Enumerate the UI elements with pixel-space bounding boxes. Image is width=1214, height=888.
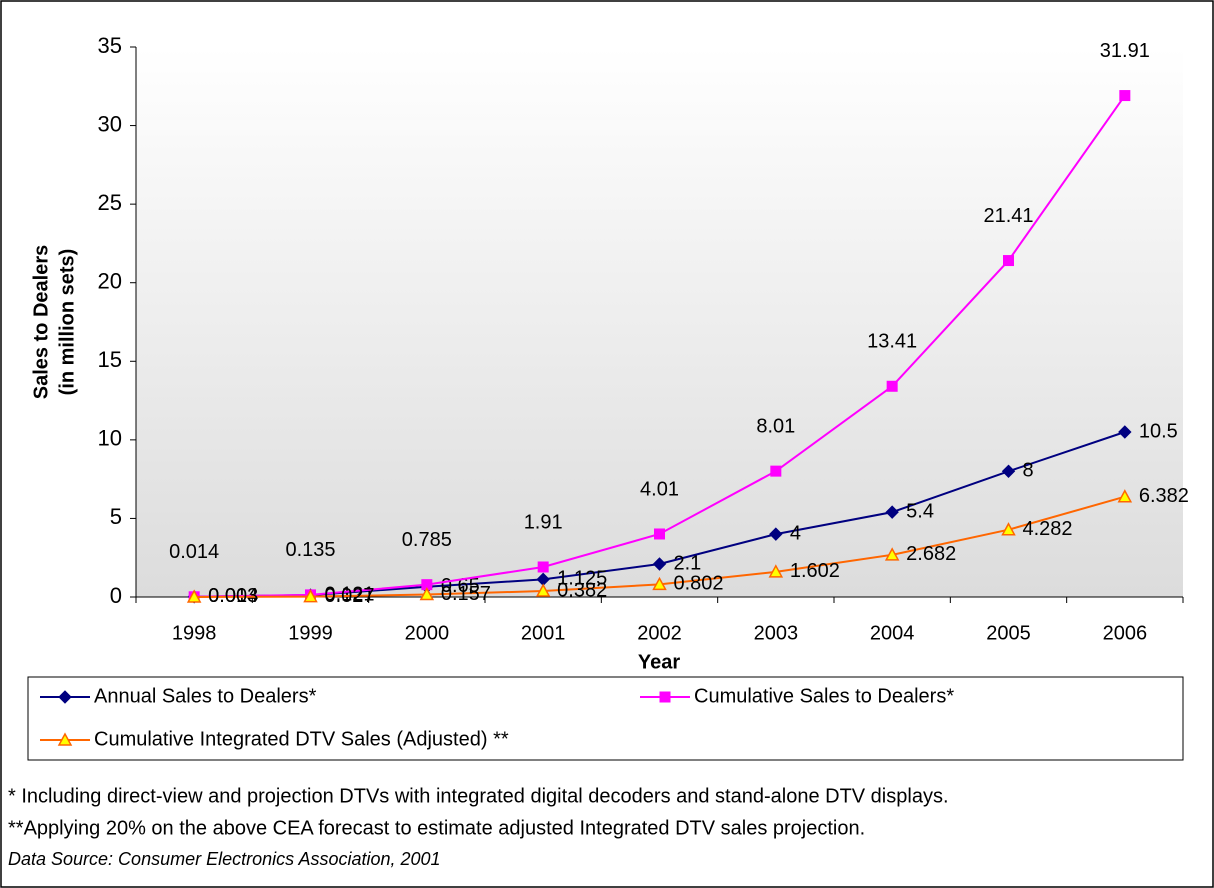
data-label: 1.602 — [790, 560, 840, 582]
series: 0.003 0.027 0.157 0.382 0.802 1.602 2.682 4.282… — [186, 485, 1189, 607]
data-label: 0.157 — [441, 583, 491, 605]
point — [1117, 489, 1133, 503]
legend-label: Cumulative Integrated DTV Sales (Adjuste… — [94, 728, 509, 750]
point — [57, 732, 73, 746]
x-tick-label: 2006 — [1103, 622, 1148, 644]
x-axis-title: Year — [638, 651, 680, 673]
series: 0.014 0.135 0.785 1.91 4.01 8.01 13.41 21.41 31.… — [169, 40, 1150, 603]
data-label: 2.1 — [674, 552, 702, 574]
y-tick-label: 10 — [98, 426, 122, 451]
x-tick-label: 2001 — [521, 622, 566, 644]
x-tick-label: 2004 — [870, 622, 915, 644]
data-label: 0.135 — [285, 539, 335, 561]
y-tick-label: 15 — [98, 347, 122, 372]
point — [885, 505, 899, 519]
data-label: 2.682 — [906, 543, 956, 565]
x-tick-label: 2002 — [637, 622, 682, 644]
data-label: 6.382 — [1139, 485, 1189, 507]
point — [537, 561, 549, 573]
x-tick-label: 2000 — [405, 622, 450, 644]
footnote: * Including direct-view and projection D… — [8, 785, 949, 807]
y-tick-label: 20 — [98, 269, 122, 294]
point — [58, 690, 72, 704]
point — [535, 583, 551, 597]
legend-box — [27, 676, 1184, 761]
y-tick-label: 25 — [98, 190, 122, 215]
point — [884, 547, 900, 561]
data-label: 1.91 — [524, 511, 563, 533]
data-label: 0.027 — [325, 585, 375, 607]
data-label: 0.382 — [557, 579, 607, 601]
point — [652, 557, 667, 571]
y-tick-label: 30 — [98, 111, 122, 136]
data-label: 4 — [790, 522, 801, 544]
point — [768, 564, 784, 578]
y-axis-title-line: Sales to Dealers — [30, 245, 52, 400]
data-label: 1.125 — [557, 568, 607, 590]
point — [1001, 464, 1016, 478]
data-label: 0.785 — [402, 529, 452, 551]
data-label: 5.4 — [906, 500, 934, 522]
x-tick-label: 1998 — [172, 622, 217, 644]
footnote: **Applying 20% on the above CEA forecast… — [8, 817, 865, 839]
y-tick-label: 0 — [110, 583, 122, 608]
x-tick-label: 1999 — [288, 622, 333, 644]
data-label: 10.5 — [1139, 420, 1178, 442]
y-tick-label: 35 — [98, 33, 122, 58]
legend-label: Annual Sales to Dealers* — [94, 685, 317, 707]
data-label: 0.802 — [674, 573, 724, 595]
data-label: 0.121 — [325, 583, 375, 605]
y-axis-title: Sales to Dealers (in million sets) — [30, 245, 78, 400]
x-tick-label: 2005 — [986, 622, 1031, 644]
point — [303, 589, 318, 603]
y-axis-title-line: (in million sets) — [56, 249, 78, 396]
point — [769, 527, 783, 541]
plot-area — [136, 47, 1183, 597]
point — [659, 691, 671, 703]
data-label: 0.014 — [169, 541, 219, 563]
point — [186, 589, 202, 603]
data-label: 21.41 — [983, 205, 1033, 227]
data-label: 31.91 — [1100, 40, 1150, 62]
x-tick-label: 2003 — [754, 622, 799, 644]
data-label: 8 — [1023, 460, 1034, 482]
source-note: Data Source: Consumer Electronics Associ… — [8, 849, 441, 869]
point — [770, 465, 782, 477]
point — [654, 528, 665, 540]
legend-label: Cumulative Sales to Dealers* — [694, 685, 954, 707]
point — [419, 586, 435, 601]
point — [1003, 255, 1014, 267]
point — [1119, 90, 1131, 102]
data-label: 4.01 — [640, 478, 679, 500]
data-label: 8.01 — [756, 415, 795, 437]
point — [1118, 425, 1132, 439]
point — [886, 380, 898, 392]
data-label: 0.003 — [208, 585, 258, 607]
point — [652, 576, 667, 591]
data-label: 13.41 — [867, 331, 917, 353]
data-label: 4.282 — [1023, 518, 1073, 540]
y-tick-label: 5 — [110, 504, 122, 529]
point — [1001, 522, 1016, 536]
